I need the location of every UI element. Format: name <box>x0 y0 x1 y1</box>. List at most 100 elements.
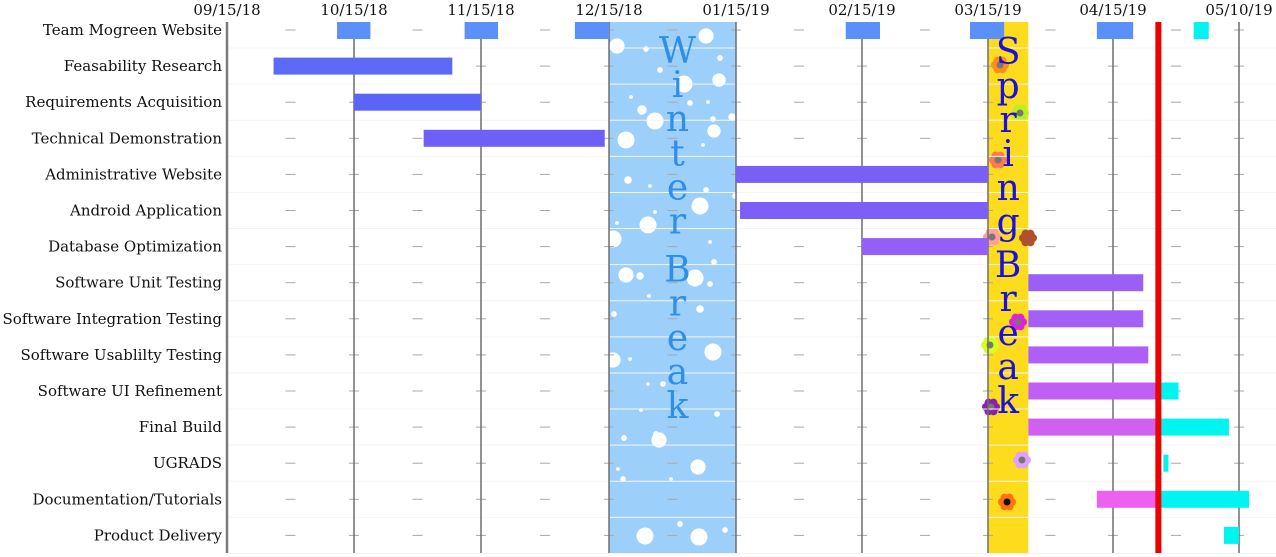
task-bar-done <box>423 129 605 147</box>
task-bars <box>273 22 1250 544</box>
flower-icon <box>998 493 1016 511</box>
task-bar-done <box>354 93 481 111</box>
snowflake-icon <box>609 38 625 54</box>
snowflake-icon <box>660 381 666 387</box>
winter-break-letter: e <box>667 318 688 359</box>
snowflake-icon <box>687 100 693 106</box>
snowflake-icon <box>707 124 721 138</box>
break-bands <box>604 22 1037 553</box>
break-labels: WinterBreakWinter BreakSpringBreakSpring… <box>659 31 1021 427</box>
spring-break-letter: a <box>997 347 1018 388</box>
snowflake-icon <box>707 281 713 287</box>
flower-center <box>988 233 996 241</box>
x-axis: 09/15/18 10/15/18 11/15/18 12/15/18 01/15/19… <box>193 1 1272 19</box>
snowflake-icon <box>646 112 664 130</box>
snowflake-icon <box>621 435 627 441</box>
row-label: Android Application <box>69 202 222 220</box>
winter-break-letter: i <box>672 65 684 106</box>
flower-icon <box>1009 313 1027 331</box>
snowflake-icon <box>703 187 709 193</box>
spring-break-letter: B <box>995 245 1021 286</box>
row-label: Database Optimization <box>48 238 222 256</box>
snowflake-icon <box>714 411 720 417</box>
task-bar-remaining <box>1193 22 1209 39</box>
winter-break-letter: W <box>659 31 696 72</box>
snowflake-icon <box>708 240 712 244</box>
flower-center <box>994 156 1002 164</box>
flower-center <box>1014 318 1022 326</box>
snowflake-icon <box>698 28 714 44</box>
task-bar-done <box>740 202 988 219</box>
flower-icon <box>991 56 1009 74</box>
x-tick-label: 02/15/19 <box>828 1 895 19</box>
task-bar-done <box>1028 274 1144 292</box>
task-bar-done <box>862 238 988 256</box>
snowflake-icon <box>611 311 617 317</box>
milestone-marker <box>464 22 499 39</box>
snowflake-icon <box>617 131 635 149</box>
task-bar-remaining <box>1223 526 1239 544</box>
snowflake-icon <box>717 55 723 61</box>
snowflake-icon <box>651 432 667 448</box>
row-label: Software Unit Testing <box>55 274 222 292</box>
flower-center <box>1018 456 1026 464</box>
task-bar-done <box>1028 346 1149 364</box>
snowflake-icon <box>636 527 654 545</box>
snowflake-icon <box>691 197 709 215</box>
flower-icon <box>1011 104 1029 122</box>
x-tick-label: 03/15/19 <box>954 1 1021 19</box>
snowflake-icon <box>648 184 652 188</box>
spring-break-letter: n <box>997 168 1020 209</box>
snowflake-icon <box>686 269 704 287</box>
snowflake-icon <box>628 357 632 361</box>
snowflake-icon <box>647 294 651 298</box>
snowflake-icon <box>616 467 620 471</box>
snowflake-icon <box>604 230 622 248</box>
snowflake-icon <box>690 459 706 475</box>
snowflake-icon <box>643 46 649 52</box>
snowflake-icon <box>690 528 708 546</box>
snowflake-icon <box>620 476 626 482</box>
row-label: Requirements Acquisition <box>25 93 222 111</box>
winter-break-letter: r <box>669 284 687 325</box>
milestone-marker <box>845 22 880 39</box>
snowflake-icon <box>636 272 644 280</box>
spring-break-letter: i <box>1002 134 1014 175</box>
spring-break-letter: r <box>1000 279 1018 320</box>
winter-break-letter: k <box>667 386 690 427</box>
spring-break-letter: g <box>997 202 1020 243</box>
x-tick-label: 11/15/18 <box>447 1 514 19</box>
row-label: Team Mogreen Website <box>43 21 222 39</box>
snowflake-icon <box>722 527 728 533</box>
flower-icon <box>989 151 1007 169</box>
today-line <box>1155 22 1162 553</box>
snowflake-icon <box>646 382 650 386</box>
x-tick-label: 05/10/19 <box>1205 1 1272 19</box>
winter-break-letter: r <box>669 202 687 243</box>
milestone-marker <box>574 22 609 39</box>
row-label: Feasability Research <box>64 57 223 75</box>
winter-break-letter: t <box>670 133 685 174</box>
snowflake-icon <box>701 143 705 147</box>
snowflake-icon <box>639 216 657 234</box>
row-label: Documentation/Tutorials <box>32 490 222 508</box>
row-label: Administrative Website <box>44 165 222 183</box>
flower-center <box>1016 109 1024 117</box>
today-marker <box>1155 22 1162 553</box>
snowflake-icon <box>704 343 722 361</box>
snowflake-icon <box>712 73 726 87</box>
task-bar-remaining <box>1158 490 1250 508</box>
winter-break-letter: e <box>667 167 688 208</box>
x-tick-label: 01/15/19 <box>702 1 769 19</box>
flower-icon <box>1019 229 1037 247</box>
flower-center <box>996 61 1004 69</box>
milestone-marker <box>970 22 1005 39</box>
snowflake-icon <box>711 259 717 265</box>
spring-break-letter: r <box>1000 100 1018 141</box>
milestone-marker <box>337 22 371 39</box>
snowflake-icon <box>629 95 633 99</box>
spring-break-letter: k <box>997 381 1020 422</box>
snowflake-icon <box>653 210 657 214</box>
snowflake-icon <box>710 116 716 122</box>
